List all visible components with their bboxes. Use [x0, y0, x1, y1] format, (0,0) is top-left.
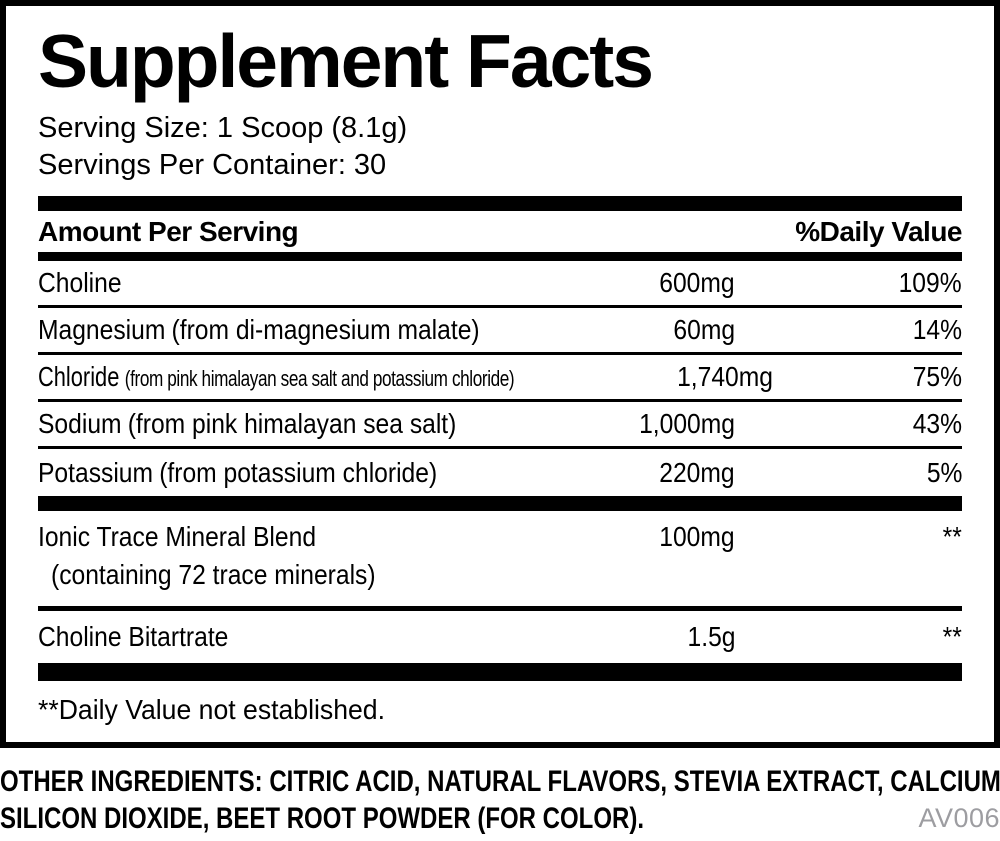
serving-size: Serving Size: 1 Scoop (8.1g): [38, 112, 408, 144]
nutrient-name-text: Sodium: [38, 408, 122, 439]
servings-per-container: Servings Per Container: 30: [38, 149, 387, 181]
nutrient-detail-text: (from pink himalayan sea salt): [127, 408, 457, 439]
nutrient-detail-text: (from pink himalayan sea salt and potass…: [124, 366, 515, 391]
nutrient-detail-text: (from di-magnesium malate): [171, 314, 480, 345]
nutrient-amount: 220mg: [659, 456, 735, 488]
daily-value: 14%: [912, 314, 962, 345]
nutrient-amount: 60mg: [673, 314, 735, 345]
nutrient-name: Choline: [38, 267, 585, 299]
nutrient-amount: 600mg: [659, 267, 735, 298]
nutrient-name: Choline Bitartrate: [38, 621, 585, 653]
nutrient-row-chloride: Chloride (from pink himalayan sea salt an…: [38, 355, 962, 402]
product-code: AV006: [918, 803, 1000, 833]
nutrient-row-sodium: Sodium (from pink himalayan sea salt) 1,0…: [38, 402, 962, 449]
nutrient-row-potassium: Potassium (from potassium chloride) 220mg…: [38, 449, 962, 496]
daily-value: **: [942, 521, 962, 552]
nutrient-name-text: Choline: [38, 267, 122, 298]
nutrient-amount: 100mg: [659, 521, 735, 552]
nutrient-row-choline: Choline 600mg 109%: [38, 261, 962, 308]
medium-divider: [38, 252, 962, 261]
nutrient-row-ionic-trace-mineral-blend: Ionic Trace Mineral Blend (containing 72…: [38, 511, 962, 611]
nutrient-name-text: Ionic Trace Mineral Blend: [38, 521, 317, 552]
daily-value: 75%: [912, 361, 962, 392]
amount-per-serving-header: Amount Per Serving: [38, 215, 299, 247]
nutrient-amount: 1,000mg: [639, 408, 735, 439]
daily-value-header: %Daily Value: [795, 215, 962, 247]
thick-divider-bottom: [38, 663, 962, 681]
daily-value: 5%: [926, 456, 962, 488]
nutrient-name-text: Potassium: [38, 456, 154, 488]
nutrient-name: Potassium (from potassium chloride): [38, 457, 585, 489]
nutrient-name: Chloride (from pink himalayan sea salt an…: [38, 361, 649, 393]
daily-value: **: [942, 621, 962, 652]
nutrient-name-text: Magnesium: [38, 314, 166, 345]
nutrient-amount: 1.5g: [687, 621, 735, 652]
nutrient-row-choline-bitartrate: Choline Bitartrate 1.5g **: [38, 611, 962, 663]
column-header-row: Amount Per Serving %Daily Value: [38, 211, 962, 252]
nutrient-name: Ionic Trace Mineral Blend (containing 72…: [38, 518, 585, 594]
daily-value: 43%: [912, 408, 962, 439]
nutrient-detail-text: (from potassium chloride): [159, 456, 438, 488]
panel-title: Supplement Facts: [38, 19, 654, 103]
daily-value-footnote: **Daily Value not established.: [38, 694, 386, 725]
nutrient-name: Sodium (from pink himalayan sea salt): [38, 408, 585, 440]
supplement-facts-panel: Supplement Facts Serving Size: 1 Scoop (…: [0, 0, 1000, 748]
nutrient-name: Magnesium (from di-magnesium malate): [38, 314, 585, 346]
other-ingredients-line2: SILICON DIOXIDE, BEET ROOT POWDER (FOR C…: [0, 802, 645, 835]
daily-value: 109%: [898, 267, 962, 298]
thick-divider-top: [38, 196, 962, 211]
other-ingredients: OTHER INGREDIENTS: CITRIC ACID, NATURAL …: [0, 763, 1000, 837]
nutrient-sub-text: (containing 72 trace minerals): [51, 559, 376, 590]
nutrient-name-text: Choline Bitartrate: [38, 621, 229, 652]
serving-info: Serving Size: 1 Scoop (8.1g) Servings Pe…: [38, 110, 962, 184]
thick-divider-middle: [38, 496, 962, 511]
nutrient-row-magnesium: Magnesium (from di-magnesium malate) 60mg…: [38, 308, 962, 355]
other-ingredients-line1: OTHER INGREDIENTS: CITRIC ACID, NATURAL …: [0, 765, 1000, 798]
other-ingredients-line2-row: SILICON DIOXIDE, BEET ROOT POWDER (FOR C…: [0, 800, 1000, 837]
nutrient-name-text: Chloride: [38, 361, 120, 392]
nutrient-amount: 1,740mg: [677, 361, 774, 392]
